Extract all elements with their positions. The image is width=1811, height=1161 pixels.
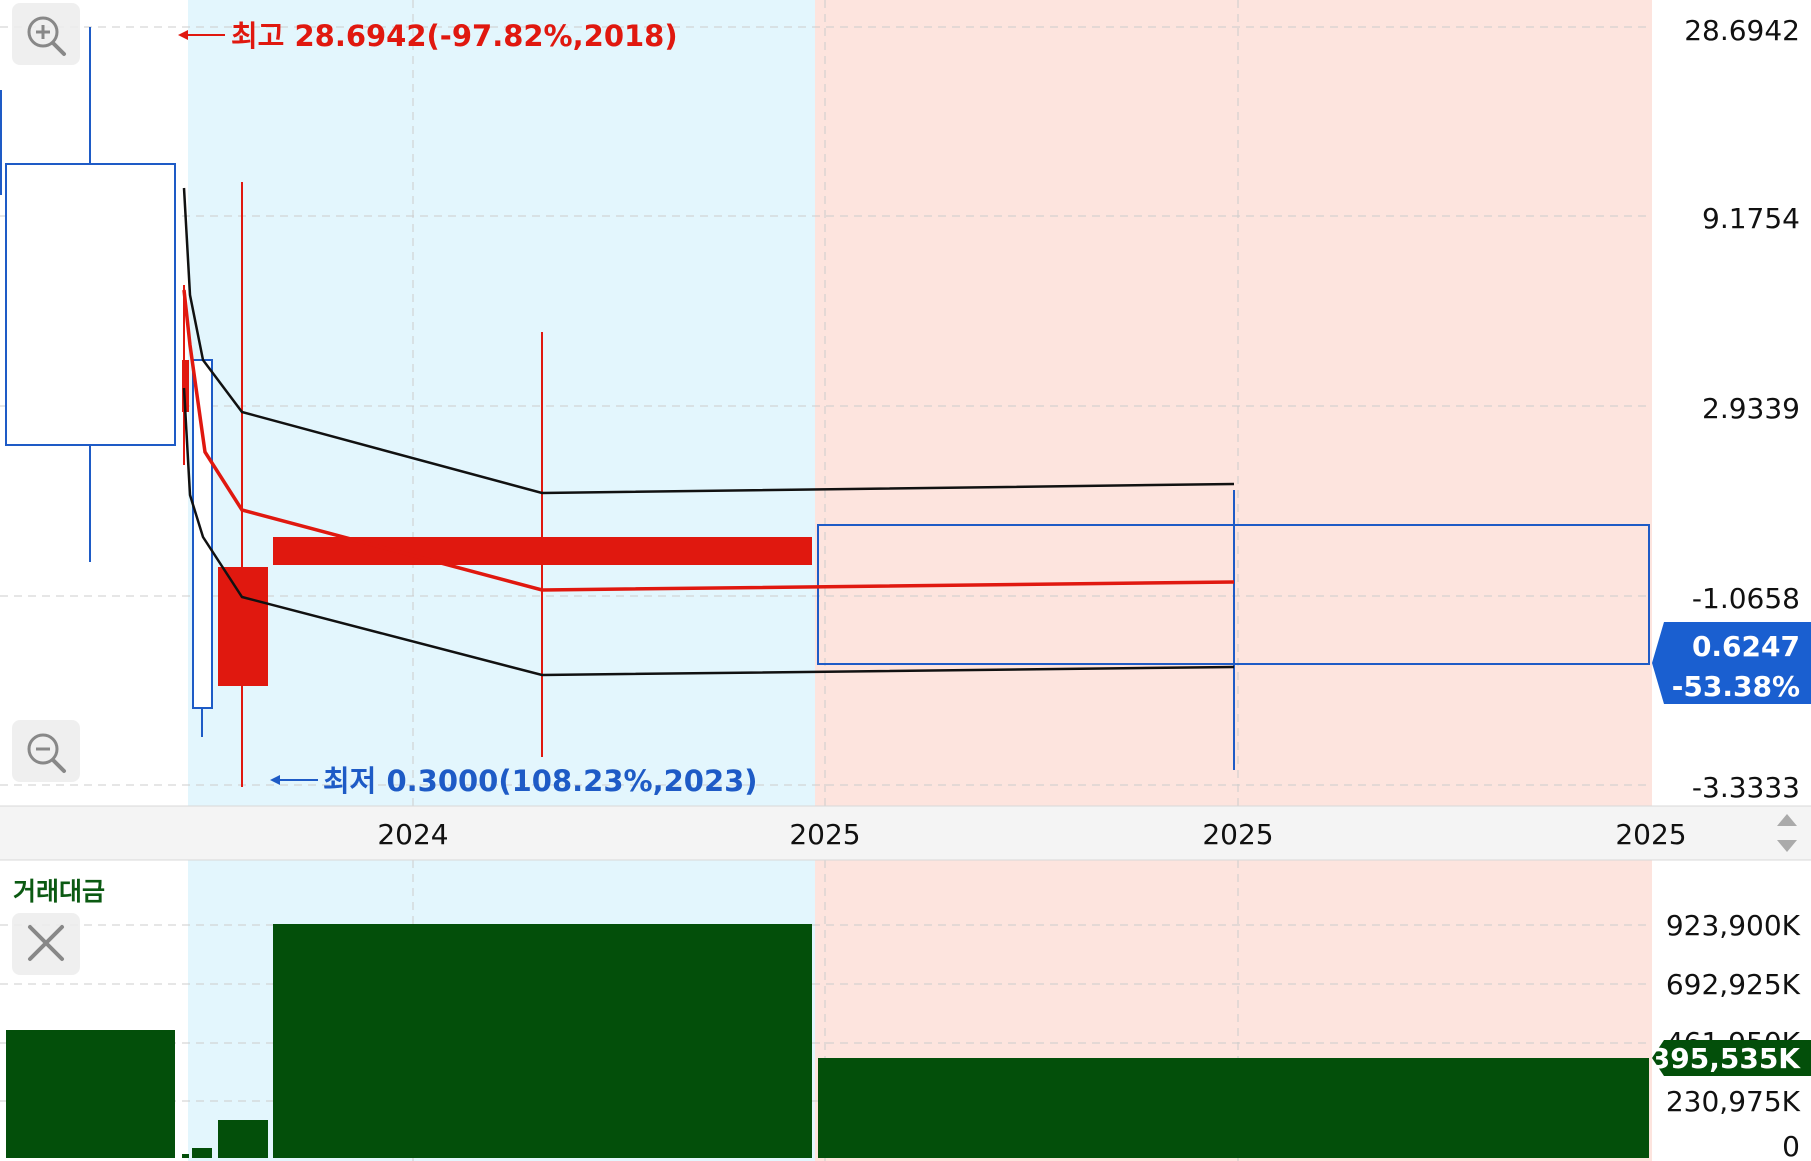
current-price: 0.6247 [1692,630,1800,663]
candle-6-body [817,524,1650,665]
vol-tick-5: 0 [1782,1130,1800,1161]
vol-tick-1: 923,900K [1666,909,1801,942]
high-annotation: 최고 28.6942(-97.82%,2018) [178,19,678,53]
volume-bar-3 [192,1148,212,1158]
volume-bars [6,924,1649,1158]
close-icon [28,925,64,961]
volume-bar-5 [273,924,812,1158]
y-tick-2: 9.1754 [1702,202,1800,235]
current-change: -53.38% [1672,670,1800,703]
shade-left-price [188,0,815,806]
close-volume-panel-button[interactable] [12,913,80,975]
volume-bar-6 [818,1058,1649,1158]
volume-bar-4 [218,1120,268,1158]
candle-3 [182,285,189,465]
current-price-marker: 0.6247 -53.38% [1652,622,1811,704]
zoom-in-icon [27,16,66,56]
volume-current-marker: 395,535K [1651,1040,1811,1076]
bollinger-upper [182,187,1235,495]
x-axis: 2024 2025 2025 2025 [0,805,1811,861]
bollinger-lower [182,387,1235,677]
volume-current-label: 395,535K [1651,1042,1802,1075]
x-tick-1: 2024 [377,818,448,851]
volume-panel-title: 거래대금 [13,877,105,906]
price-y-axis: 28.6942 9.1754 2.9339 -1.0658 -3.3333 [1684,14,1800,804]
y-tick-4: -1.0658 [1692,582,1800,615]
zoom-out-button[interactable] [12,720,80,782]
low-label: 최저 0.3000(108.23%,2023) [323,764,758,798]
candle-1 [5,27,176,562]
background-shading [188,0,1652,1161]
low-annotation: 최저 0.3000(108.23%,2023) [270,764,758,798]
bollinger-bands [182,187,1235,677]
x-tick-2: 2025 [789,818,860,851]
candle-6 [817,490,1650,770]
up-down-arrows-icon [1777,814,1797,852]
zoom-out-icon [27,733,66,773]
y-tick-5: -3.3333 [1692,771,1800,804]
candle-4-body [218,567,268,686]
candle-3-body [182,360,189,412]
bollinger-middle [182,289,1235,592]
vol-tick-4: 230,975K [1666,1085,1801,1118]
y-tick-1: 28.6942 [1684,14,1800,47]
axis-scroll-control[interactable] [1766,808,1808,858]
candle-1-body [5,163,176,446]
candle-4 [218,182,268,787]
volume-bar-2 [182,1154,189,1158]
zoom-in-button[interactable] [12,3,80,65]
volume-bar-1 [6,1030,175,1158]
vol-tick-2: 692,925K [1666,968,1801,1001]
volume-y-axis: 923,900K 692,925K 461,950K 230,975K 0 [1666,909,1801,1161]
x-tick-4: 2025 [1615,818,1686,851]
x-tick-3: 2025 [1202,818,1273,851]
y-tick-3: 2.9339 [1702,392,1800,425]
high-label: 최고 28.6942(-97.82%,2018) [231,19,678,53]
